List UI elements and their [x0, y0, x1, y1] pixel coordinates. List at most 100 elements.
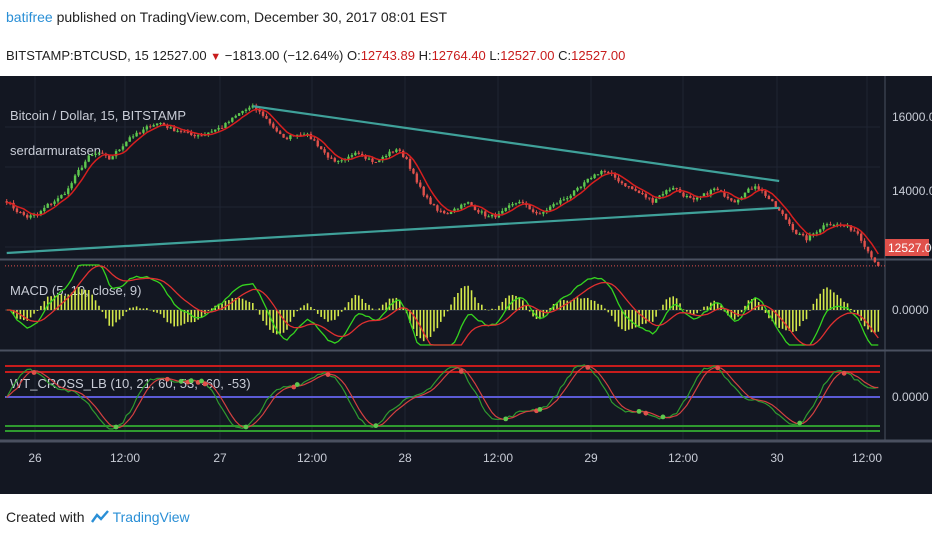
candle-body	[265, 115, 268, 119]
candle-body	[446, 213, 449, 215]
candle-body	[391, 151, 395, 153]
author-link[interactable]: batifree	[6, 9, 53, 25]
candle-body	[736, 199, 740, 203]
candle-body	[384, 155, 388, 157]
candle-body	[552, 204, 555, 207]
candle-body	[313, 139, 316, 141]
candle-body	[743, 192, 747, 198]
candle-body	[94, 153, 97, 155]
wt-cross-dot	[325, 372, 331, 377]
candle-body	[788, 219, 791, 224]
wt2-line	[6, 365, 879, 429]
candle-body	[190, 132, 193, 135]
y-tick-14000: 14000.00	[892, 184, 932, 198]
candle-body	[275, 127, 278, 132]
candle-body	[26, 214, 29, 218]
candle-body	[429, 197, 432, 205]
close-label: C:	[558, 48, 572, 63]
wt-cross-dot	[660, 414, 666, 420]
created-with-text: Created with	[6, 509, 85, 525]
candle-body	[764, 191, 767, 196]
candle-body	[449, 212, 453, 214]
candle-body	[695, 197, 699, 200]
wt-cross-dot	[31, 370, 37, 375]
candle-body	[70, 183, 73, 189]
candle-body	[566, 198, 569, 200]
candle-body	[231, 117, 234, 122]
candle-body	[480, 211, 484, 213]
candle-body	[555, 203, 559, 205]
candle-body	[101, 152, 104, 154]
chart-canvas[interactable]: Bitcoin / Dollar, 15, BITSTAMP serdarmur…	[0, 76, 932, 494]
candle-body	[186, 131, 190, 133]
candle-body	[282, 133, 285, 138]
x-axis-background	[0, 442, 932, 494]
macd-pane[interactable]: MACD (5, 10, close, 9)	[5, 264, 880, 346]
wt1-line	[6, 364, 879, 430]
price-pane[interactable]: Bitcoin / Dollar, 15, BITSTAMP serdarmur…	[5, 103, 885, 267]
candle-body	[330, 157, 333, 159]
candle-body	[607, 172, 610, 174]
candle-body	[466, 202, 470, 204]
wt-cross-dot	[202, 381, 208, 387]
candle-body	[798, 233, 801, 235]
candle-body	[316, 140, 319, 147]
candle-body	[589, 178, 593, 180]
candle-body	[29, 215, 32, 218]
axes: 16000.00 14000.00 12527.00 0.0000 0.0000	[885, 110, 932, 404]
candle-body	[111, 156, 114, 160]
candle-body	[193, 134, 196, 137]
wt-cross-dot	[243, 424, 249, 430]
candle-body	[73, 175, 77, 184]
low-label: L:	[489, 48, 501, 63]
candle-body	[473, 205, 477, 211]
candle-body	[569, 195, 572, 199]
candle-body	[818, 229, 822, 233]
candle-body	[613, 173, 617, 178]
candle-body	[337, 160, 340, 162]
candle-body	[600, 171, 603, 175]
candle-body	[453, 208, 456, 213]
candle-body	[299, 134, 302, 136]
candle-body	[408, 159, 412, 169]
candle-body	[651, 198, 654, 203]
candle-body	[39, 211, 43, 215]
wt-cross-dot	[199, 378, 204, 384]
candle-body	[432, 204, 436, 206]
candle-body	[801, 233, 805, 236]
candle-body	[644, 194, 648, 198]
candle-body	[234, 115, 237, 118]
candle-body	[412, 168, 415, 174]
candle-body	[637, 190, 641, 193]
candle-body	[829, 224, 832, 226]
candle-body	[805, 235, 808, 241]
candle-body	[60, 194, 63, 199]
candle-body	[142, 129, 145, 133]
candle-body	[815, 232, 818, 234]
candle-body	[237, 113, 241, 116]
candle-body	[528, 204, 531, 210]
wt-cross-dot	[585, 365, 591, 370]
publish-info: batifree published on TradingView.com, D…	[6, 9, 447, 25]
candle-body	[326, 152, 330, 158]
candle-body	[487, 216, 490, 218]
candle-body	[521, 201, 525, 203]
candle-body	[548, 206, 552, 211]
candle-body	[716, 188, 719, 191]
candle-body	[166, 125, 169, 129]
candle-body	[456, 208, 460, 210]
candle-body	[261, 111, 265, 116]
wt-pane[interactable]: WT_CROSS_LB (10, 21, 60, 53, -60, -53)	[5, 364, 880, 432]
tradingview-brand[interactable]: TradingView	[90, 509, 190, 525]
candle-body	[419, 182, 422, 187]
candle-body	[849, 225, 853, 231]
candle-body	[309, 133, 313, 140]
candle-body	[583, 182, 586, 187]
candle-body	[692, 197, 695, 200]
trendline-upper[interactable]	[252, 105, 780, 183]
candle-body	[877, 261, 880, 266]
candle-body	[723, 191, 726, 197]
candle-body	[511, 204, 514, 206]
candle-body	[56, 198, 60, 202]
trendline-lower[interactable]	[6, 206, 780, 255]
